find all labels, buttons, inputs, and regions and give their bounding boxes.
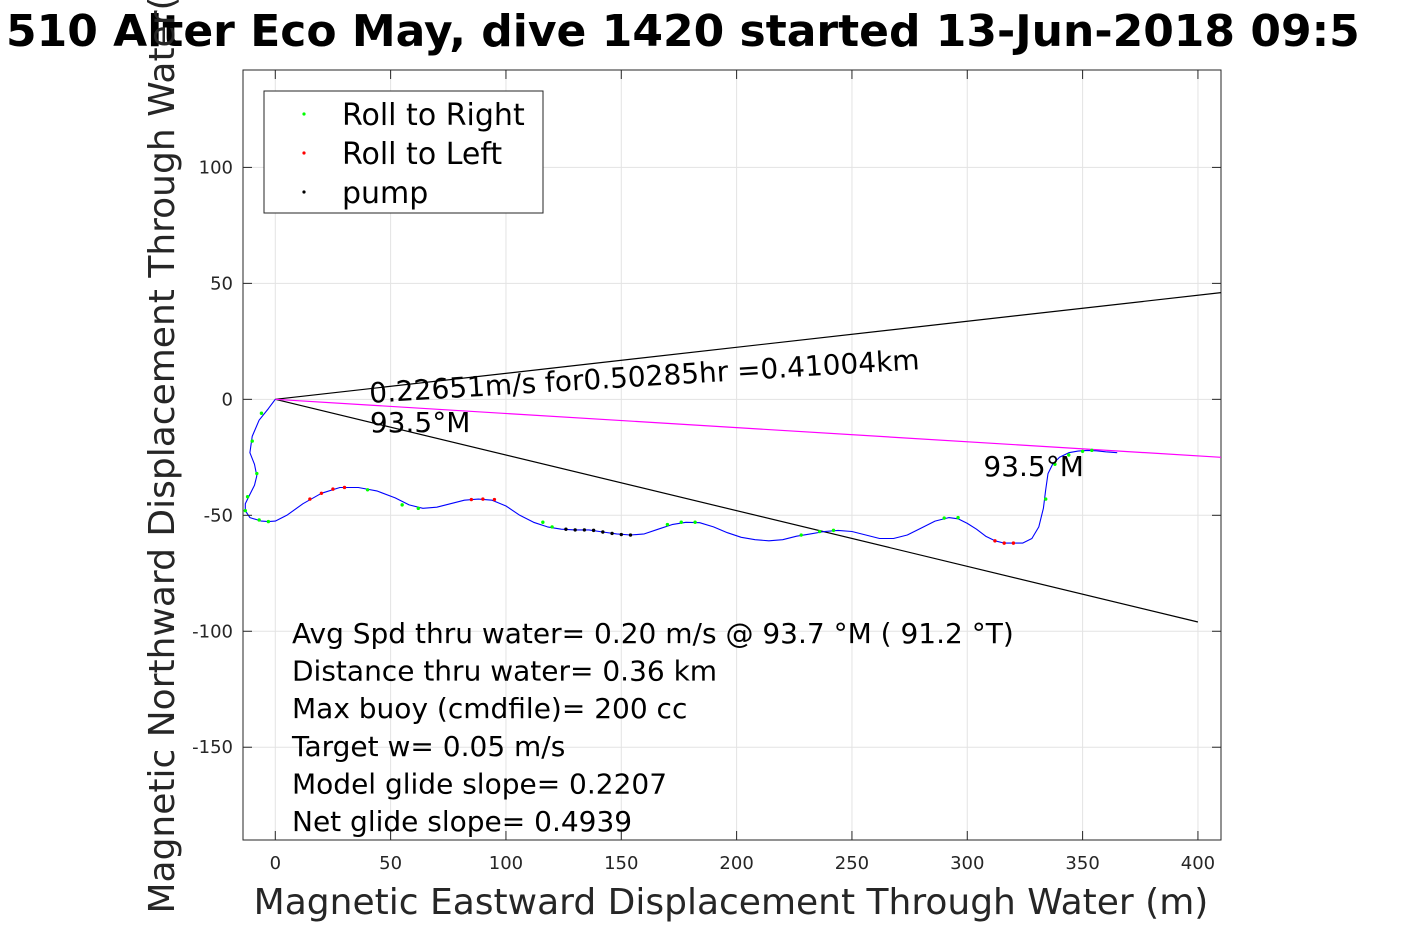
roll-right-marker xyxy=(266,519,271,524)
legend-marker-roll-right xyxy=(302,112,306,116)
roll-right-marker xyxy=(416,506,421,511)
annotations: 0.22651m/s for0.50285hr =0.41004km93.5°M… xyxy=(368,343,1084,483)
stats-line: Net glide slope= 0.4939 xyxy=(292,805,632,838)
roll-left-marker xyxy=(1011,541,1016,545)
chart-title: 510 Alter Eco May, dive 1420 started 13-… xyxy=(6,6,1360,57)
x-tick-label: 300 xyxy=(950,853,984,874)
legend-label-roll-left: Roll to Left xyxy=(342,137,502,172)
stats-text: Avg Spd thru water= 0.20 m/s @ 93.7 °M (… xyxy=(291,617,1014,838)
roll-left-marker xyxy=(993,539,997,543)
roll-right-marker xyxy=(541,520,545,524)
x-tick-label: 350 xyxy=(1065,853,1099,874)
pump-marker xyxy=(628,533,633,537)
roll-right-marker xyxy=(831,528,836,533)
roll-right-marker xyxy=(1080,449,1085,453)
roll-right-marker xyxy=(250,439,254,443)
roll-right-marker xyxy=(243,508,248,513)
x-tick-label: 50 xyxy=(379,853,402,874)
roll-right-marker xyxy=(400,503,404,507)
legend-label-roll-right: Roll to Right xyxy=(342,98,525,133)
pump-marker xyxy=(591,528,596,533)
x-tick-label: 400 xyxy=(1181,853,1215,874)
roll-right-marker xyxy=(1067,453,1071,457)
annotation-text: 93.5°M xyxy=(370,406,471,439)
y-axis-label: Magnetic Northward Displacement Through … xyxy=(142,0,183,914)
roll-right-marker xyxy=(693,520,697,524)
stats-line: Max buoy (cmdfile)= 200 cc xyxy=(292,692,687,725)
roll-left-marker xyxy=(308,497,312,501)
y-tick-label: 0 xyxy=(222,389,233,410)
track-series xyxy=(244,398,1118,544)
roll-right-marker xyxy=(1090,448,1094,453)
roll-left-marker xyxy=(1002,541,1006,545)
roll-left-marker xyxy=(492,497,497,502)
y-tick-label: 100 xyxy=(199,157,233,178)
upper-bound-line xyxy=(275,292,1222,400)
roll-right-marker xyxy=(679,520,683,524)
pump-marker xyxy=(610,531,614,536)
reference-lines xyxy=(275,292,1222,623)
x-tick-label: 250 xyxy=(835,853,869,874)
x-tick-label: 150 xyxy=(604,853,638,874)
roll-right-marker xyxy=(956,515,960,520)
legend-marker-roll-left xyxy=(302,151,306,155)
roll-right-marker xyxy=(245,495,250,499)
roll-right-marker xyxy=(365,488,370,492)
roll-right-marker xyxy=(255,471,259,476)
y-tick-label: -150 xyxy=(192,737,233,758)
y-tick-label: -100 xyxy=(192,621,233,642)
x-axis-label: Magnetic Eastward Displacement Through W… xyxy=(254,882,1209,923)
legend: Roll to Right Roll to Left pump xyxy=(263,90,544,214)
pump-marker xyxy=(573,528,577,532)
lower-bound-line xyxy=(275,398,1199,623)
stats-line: Avg Spd thru water= 0.20 m/s @ 93.7 °M (… xyxy=(292,617,1014,650)
legend-marker-pump xyxy=(302,190,306,194)
plot-area xyxy=(242,69,1222,841)
roll-left-marker xyxy=(342,485,347,490)
roll-left-marker xyxy=(481,497,485,501)
pump-marker xyxy=(601,530,605,534)
y-tick-label: -50 xyxy=(204,505,233,526)
stats-line: Model glide slope= 0.2207 xyxy=(292,767,667,800)
roll-right-marker xyxy=(1053,462,1057,466)
roll-right-marker xyxy=(1043,497,1048,501)
roll-right-marker xyxy=(257,518,261,522)
roll-left-marker xyxy=(331,487,335,491)
roll-left-marker xyxy=(469,497,474,502)
x-tick-label: 200 xyxy=(719,853,753,874)
track-line xyxy=(244,398,1118,544)
roll-right-marker xyxy=(259,411,264,415)
mean-heading-line xyxy=(275,398,1222,458)
pump-marker xyxy=(619,532,623,537)
roll-right-marker xyxy=(942,516,946,520)
stats-line: Distance thru water= 0.36 km xyxy=(292,655,717,688)
roll-right-marker xyxy=(817,529,822,534)
roll-right-marker xyxy=(665,522,670,527)
annotation-text: 93.5°M xyxy=(983,450,1084,483)
y-tick-label: 50 xyxy=(210,273,233,294)
pump-marker xyxy=(582,528,587,532)
x-tick-label: 100 xyxy=(489,853,523,874)
legend-box xyxy=(263,90,544,214)
grid-lines xyxy=(243,70,1221,840)
legend-label-pump: pump xyxy=(342,176,428,211)
marker-series xyxy=(243,411,1094,545)
axis-ticks: 0 50 100 150 200 250 300 350 400 100 50 0 -50 -100 -15… xyxy=(192,70,1221,874)
roll-right-marker xyxy=(550,525,554,529)
roll-right-marker xyxy=(799,533,803,537)
pump-marker xyxy=(564,527,568,531)
x-tick-label: 0 xyxy=(270,853,281,874)
stats-line: Target w= 0.05 m/s xyxy=(291,730,565,763)
roll-left-marker xyxy=(319,491,324,495)
